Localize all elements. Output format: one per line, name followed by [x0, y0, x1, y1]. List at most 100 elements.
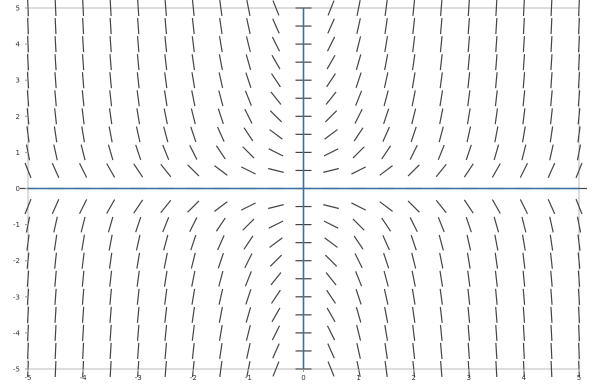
- slope-segment: [189, 217, 198, 233]
- slope-segment: [136, 72, 140, 89]
- slope-segment: [383, 72, 389, 89]
- slope-segment: [160, 163, 172, 178]
- slope-segment: [245, 306, 252, 323]
- slope-segment: [54, 36, 57, 53]
- slope-segment: [547, 162, 556, 179]
- slope-segment: [109, 288, 113, 305]
- slope-segment: [324, 237, 338, 248]
- slope-segment: [467, 0, 470, 17]
- slope-segment: [108, 234, 113, 251]
- slope-segment: [244, 271, 252, 287]
- slope-segment: [78, 199, 88, 214]
- y-tick-label: -1: [13, 221, 20, 229]
- slope-segment: [242, 146, 255, 159]
- slope-segment: [109, 270, 113, 287]
- slope-segment: [106, 199, 116, 214]
- y-tick-label: 3: [16, 77, 20, 85]
- slope-segment: [577, 72, 581, 89]
- slope-segment: [272, 18, 280, 34]
- y-tick-label: 2: [16, 113, 20, 121]
- slope-segment: [494, 90, 498, 107]
- slope-segment: [411, 270, 416, 287]
- slope-segment: [106, 163, 116, 178]
- slope-segment: [407, 164, 420, 177]
- slope-segment: [271, 289, 281, 304]
- slope-segment: [164, 342, 168, 359]
- slope-segment: [467, 90, 471, 107]
- slope-segment: [439, 270, 444, 287]
- slope-segment: [109, 342, 112, 359]
- slope-segment: [191, 54, 196, 71]
- slope-segment: [356, 343, 361, 359]
- slope-segment: [54, 54, 57, 71]
- slope-segment: [163, 252, 168, 269]
- slope-segment: [495, 306, 498, 323]
- slope-segment: [269, 237, 283, 248]
- slope-segment: [522, 108, 526, 125]
- slope-segment: [575, 198, 583, 215]
- slope-segment: [383, 288, 389, 305]
- slope-segment: [109, 306, 112, 323]
- slope-segment: [108, 252, 113, 269]
- slope-segment: [465, 144, 472, 161]
- slope-segment: [522, 54, 526, 71]
- slope-segment: [51, 162, 60, 179]
- slope-segment: [550, 0, 553, 17]
- slope-segment: [133, 199, 144, 214]
- slope-segment: [54, 288, 57, 305]
- slope-segment: [326, 325, 336, 341]
- slope-segment: [191, 288, 196, 305]
- slope-segment: [81, 72, 85, 89]
- slope-segment: [246, 0, 251, 16]
- slope-segment: [26, 234, 30, 251]
- slope-segment: [550, 360, 553, 378]
- slope-segment: [214, 201, 228, 212]
- slope-segment: [327, 0, 335, 16]
- slope-segment: [136, 306, 140, 323]
- slope-segment: [190, 126, 197, 143]
- slope-segment: [109, 36, 112, 53]
- slope-segment: [354, 253, 363, 269]
- slope-segment: [164, 54, 168, 71]
- slope-segment: [522, 342, 525, 359]
- slope-segment: [136, 90, 140, 107]
- slope-segment: [522, 72, 526, 89]
- slope-segment: [54, 0, 57, 17]
- slope-segment: [27, 342, 29, 359]
- y-tick-label: 0: [16, 185, 20, 193]
- slope-segment: [550, 72, 553, 89]
- slope-segment: [381, 145, 392, 160]
- slope-segment: [411, 54, 416, 71]
- x-tick-label: -1: [245, 374, 252, 382]
- x-tick-labels: -5 -4 -3 -2 -1 0 1 2 3 4 5: [25, 369, 581, 382]
- slope-segment: [355, 306, 362, 323]
- slope-segment: [439, 306, 443, 323]
- slope-segment: [136, 270, 140, 287]
- slope-segment: [136, 252, 141, 269]
- slope-segment: [521, 126, 526, 143]
- slope-segment: [549, 216, 554, 233]
- slope-segment: [521, 144, 527, 161]
- slope-segment: [242, 218, 255, 231]
- slope-segment: [81, 108, 85, 125]
- slope-segment: [245, 54, 252, 71]
- slope-segment: [494, 108, 499, 125]
- slope-segment: [219, 18, 223, 35]
- slope-segment: [463, 199, 474, 214]
- slope-segment: [410, 126, 417, 143]
- slope-segment: [384, 306, 389, 323]
- y-tick-label: 1: [16, 149, 20, 157]
- slope-segment: [384, 36, 389, 53]
- slope-segment: [53, 216, 58, 233]
- slope-segment: [463, 163, 474, 178]
- slope-segment: [54, 72, 57, 89]
- slope-segment: [326, 307, 336, 323]
- slope-segment: [164, 288, 168, 305]
- slope-segment: [82, 0, 85, 17]
- x-tick-label: -5: [25, 374, 32, 382]
- slope-segment: [217, 235, 225, 251]
- slope-segment: [324, 129, 338, 140]
- slope-segment: [467, 288, 471, 305]
- slope-segment: [355, 271, 363, 287]
- slope-segment: [522, 324, 525, 341]
